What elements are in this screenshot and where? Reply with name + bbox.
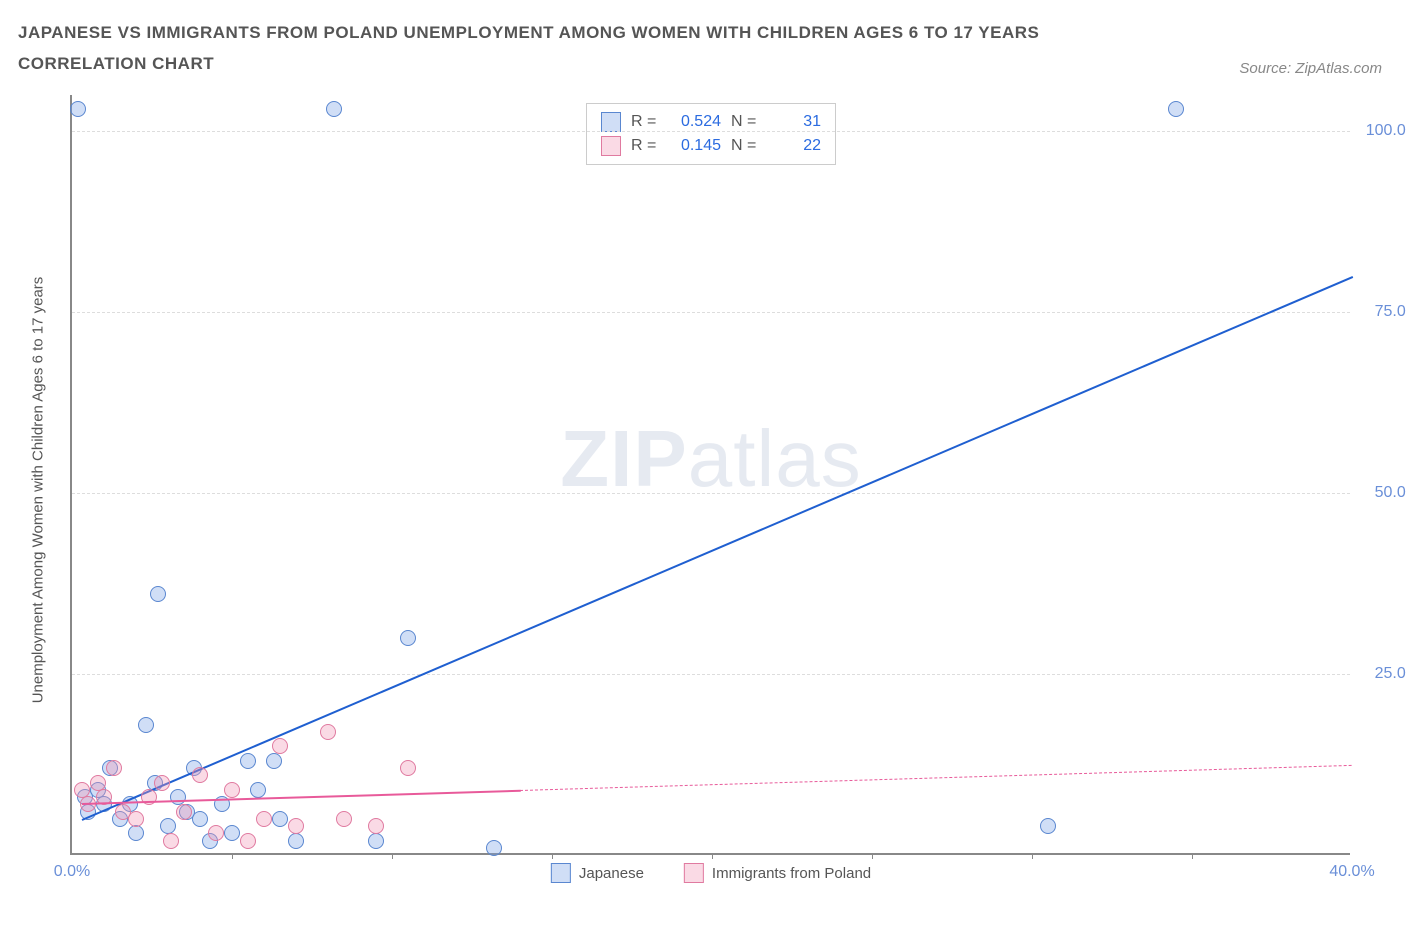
data-point-poland	[368, 818, 384, 834]
x-tick-label: 40.0%	[1329, 863, 1374, 881]
data-point-japanese	[272, 811, 288, 827]
legend-item-poland: Immigrants from Poland	[684, 863, 871, 883]
gridline	[72, 674, 1350, 675]
data-point-poland	[256, 811, 272, 827]
series-legend: Japanese Immigrants from Poland	[551, 863, 871, 883]
data-point-poland	[128, 811, 144, 827]
data-point-japanese	[326, 101, 342, 117]
y-tick-label: 50.0%	[1375, 484, 1406, 502]
legend-item-japanese: Japanese	[551, 863, 644, 883]
data-point-poland	[154, 775, 170, 791]
watermark-bold: ZIP	[560, 414, 687, 503]
data-point-japanese	[150, 586, 166, 602]
data-point-poland	[272, 738, 288, 754]
data-point-poland	[192, 767, 208, 783]
y-tick-label: 100.0%	[1366, 122, 1406, 140]
data-point-japanese	[1040, 818, 1056, 834]
source-name: ZipAtlas.com	[1295, 60, 1382, 77]
corr-row-poland: R = 0.145 N = 22	[601, 134, 821, 158]
source-attribution: Source: ZipAtlas.com	[1239, 60, 1382, 77]
data-point-japanese	[138, 717, 154, 733]
data-point-japanese	[192, 811, 208, 827]
data-point-poland	[400, 760, 416, 776]
data-point-poland	[163, 833, 179, 849]
data-point-poland	[224, 782, 240, 798]
data-point-poland	[336, 811, 352, 827]
source-prefix: Source:	[1239, 60, 1295, 77]
data-point-poland	[106, 760, 122, 776]
watermark-light: atlas	[688, 414, 862, 503]
n-label: N =	[731, 137, 759, 155]
r-value-poland: 0.145	[669, 137, 721, 155]
data-point-japanese	[224, 825, 240, 841]
data-point-poland	[176, 804, 192, 820]
data-point-japanese	[368, 833, 384, 849]
data-point-poland	[240, 833, 256, 849]
x-tick-mark	[1192, 853, 1193, 859]
data-point-japanese	[70, 101, 86, 117]
chart-title-block: JAPANESE VS IMMIGRANTS FROM POLAND UNEMP…	[18, 18, 1039, 79]
y-tick-label: 75.0%	[1375, 303, 1406, 321]
data-point-japanese	[160, 818, 176, 834]
swatch-japanese	[551, 863, 571, 883]
data-point-poland	[320, 724, 336, 740]
title-line-2: CORRELATION CHART	[18, 49, 1039, 80]
n-value-japanese: 31	[769, 113, 821, 131]
x-tick-mark	[872, 853, 873, 859]
data-point-poland	[288, 818, 304, 834]
data-point-japanese	[240, 753, 256, 769]
swatch-japanese	[601, 112, 621, 132]
legend-label-japanese: Japanese	[579, 865, 644, 882]
x-tick-mark	[1032, 853, 1033, 859]
r-label: R =	[631, 137, 659, 155]
x-tick-mark	[712, 853, 713, 859]
data-point-japanese	[266, 753, 282, 769]
data-point-japanese	[400, 630, 416, 646]
gridline	[72, 312, 1350, 313]
data-point-japanese	[1168, 101, 1184, 117]
y-axis-label: Unemployment Among Women with Children A…	[30, 277, 47, 704]
r-label: R =	[631, 113, 659, 131]
swatch-poland	[684, 863, 704, 883]
trend-line	[520, 765, 1352, 791]
data-point-japanese	[250, 782, 266, 798]
correlation-legend: R = 0.524 N = 31 R = 0.145 N = 22	[586, 103, 836, 165]
data-point-japanese	[128, 825, 144, 841]
x-tick-mark	[392, 853, 393, 859]
swatch-poland	[601, 136, 621, 156]
watermark: ZIPatlas	[560, 413, 861, 505]
data-point-japanese	[288, 833, 304, 849]
x-tick-mark	[552, 853, 553, 859]
title-line-1: JAPANESE VS IMMIGRANTS FROM POLAND UNEMP…	[18, 18, 1039, 49]
gridline	[72, 131, 1350, 132]
gridline	[72, 493, 1350, 494]
n-label: N =	[731, 113, 759, 131]
x-tick-label: 0.0%	[54, 863, 90, 881]
n-value-poland: 22	[769, 137, 821, 155]
r-value-japanese: 0.524	[669, 113, 721, 131]
data-point-japanese	[486, 840, 502, 856]
data-point-poland	[208, 825, 224, 841]
x-tick-mark	[232, 853, 233, 859]
chart-area: Unemployment Among Women with Children A…	[48, 95, 1378, 885]
plot-region: ZIPatlas R = 0.524 N = 31 R = 0.145 N = …	[70, 95, 1350, 855]
y-tick-label: 25.0%	[1375, 665, 1406, 683]
legend-label-poland: Immigrants from Poland	[712, 865, 871, 882]
trend-line	[81, 276, 1352, 821]
